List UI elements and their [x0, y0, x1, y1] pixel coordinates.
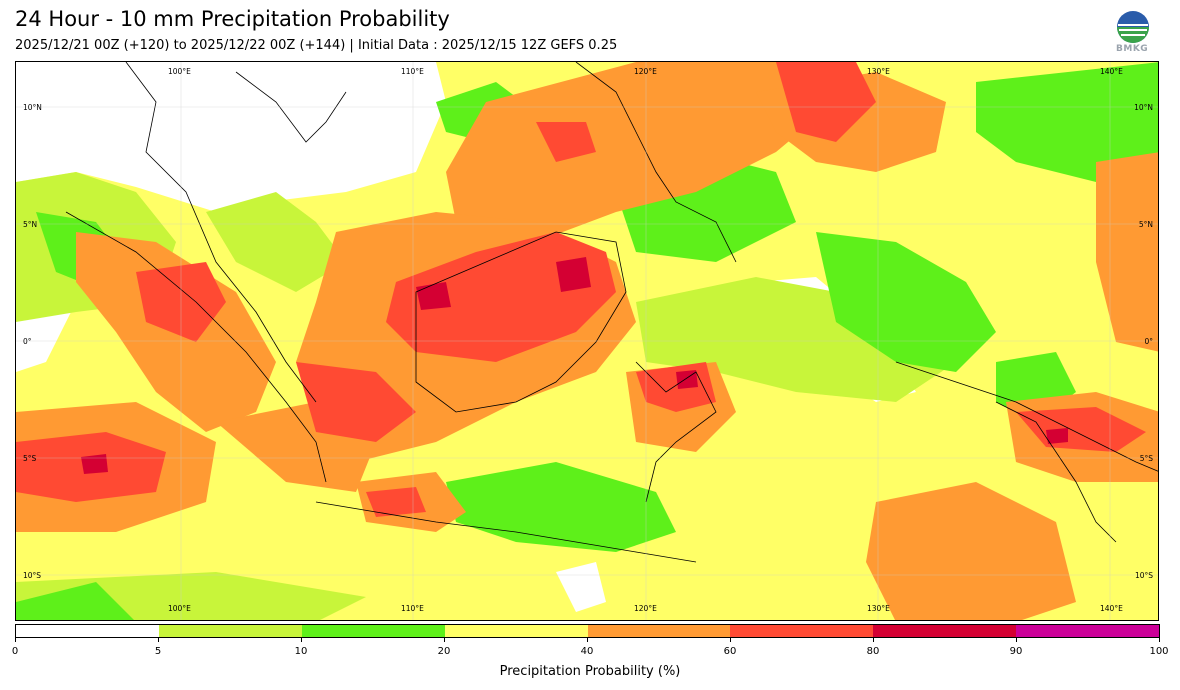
lat-label-right: 5°N	[1138, 220, 1153, 229]
colorbar-tick-label: 5	[154, 646, 162, 657]
lat-label-left: 10°N	[23, 103, 42, 112]
colorbar	[15, 624, 1160, 638]
colorbar-tick-label: 40	[580, 646, 594, 657]
lat-label-left: 10°S	[23, 571, 42, 580]
colorbar-tick-mark	[1016, 638, 1017, 642]
colorbar-segment	[587, 625, 731, 637]
colorbar-tick-mark	[587, 638, 588, 642]
lon-label-top: 130°E	[867, 67, 890, 76]
lat-label-right: 10°N	[1134, 103, 1153, 112]
colorbar-tick-mark	[1159, 638, 1160, 642]
lat-label-left: 0°	[23, 337, 32, 346]
colorbar-tick-label: 60	[723, 646, 737, 657]
lon-label-top: 120°E	[634, 67, 657, 76]
lon-label-top: 110°E	[401, 67, 424, 76]
colorbar-title: Precipitation Probability (%)	[499, 664, 681, 679]
colorbar-segment	[730, 625, 874, 637]
bmkg-logo	[1117, 11, 1149, 43]
map-subtitle: 2025/12/21 00Z (+120) to 2025/12/22 00Z …	[15, 38, 618, 53]
colorbar-segment	[444, 625, 588, 637]
colorbar-tick-label: 0	[11, 646, 19, 657]
colorbar-segment	[873, 625, 1017, 637]
lat-label-right: 10°S	[1134, 571, 1153, 580]
logo-text: BMKG	[1116, 44, 1149, 54]
colorbar-tick-mark	[444, 638, 445, 642]
colorbar-tick-label: 90	[1009, 646, 1023, 657]
lon-label-bottom: 110°E	[401, 604, 424, 613]
map-shading	[16, 62, 1158, 620]
lat-label-left: 5°S	[23, 454, 37, 463]
map-title: 24 Hour - 10 mm Precipitation Probabilit…	[15, 7, 450, 31]
precipitation-map: 100°E 110°E 120°E 130°E 140°E 100°E 110°…	[15, 61, 1159, 621]
lon-label-top: 100°E	[168, 67, 191, 76]
colorbar-tick-label: 10	[294, 646, 308, 657]
white-area-south	[556, 562, 606, 612]
lon-label-bottom: 120°E	[634, 604, 657, 613]
colorbar-segment	[158, 625, 302, 637]
lat-label-right: 0°	[1144, 337, 1153, 346]
colorbar-segment	[16, 625, 159, 637]
colorbar-tick-label: 80	[866, 646, 880, 657]
lat-label-right: 5°S	[1139, 454, 1153, 463]
colorbar-tick-mark	[873, 638, 874, 642]
colorbar-tick-label: 100	[1149, 646, 1169, 657]
colorbar-segment	[301, 625, 445, 637]
colorbar-segment	[1016, 625, 1159, 637]
lon-label-bottom: 140°E	[1100, 604, 1123, 613]
colorbar-tick-mark	[158, 638, 159, 642]
lat-label-left: 5°N	[23, 220, 38, 229]
lon-label-bottom: 100°E	[168, 604, 191, 613]
colorbar-tick-label: 20	[437, 646, 451, 657]
colorbar-tick-mark	[730, 638, 731, 642]
lon-label-bottom: 130°E	[867, 604, 890, 613]
lon-label-top: 140°E	[1100, 67, 1123, 76]
colorbar-tick-mark	[301, 638, 302, 642]
colorbar-tick-mark	[15, 638, 16, 642]
white-area-northwest	[16, 62, 446, 212]
